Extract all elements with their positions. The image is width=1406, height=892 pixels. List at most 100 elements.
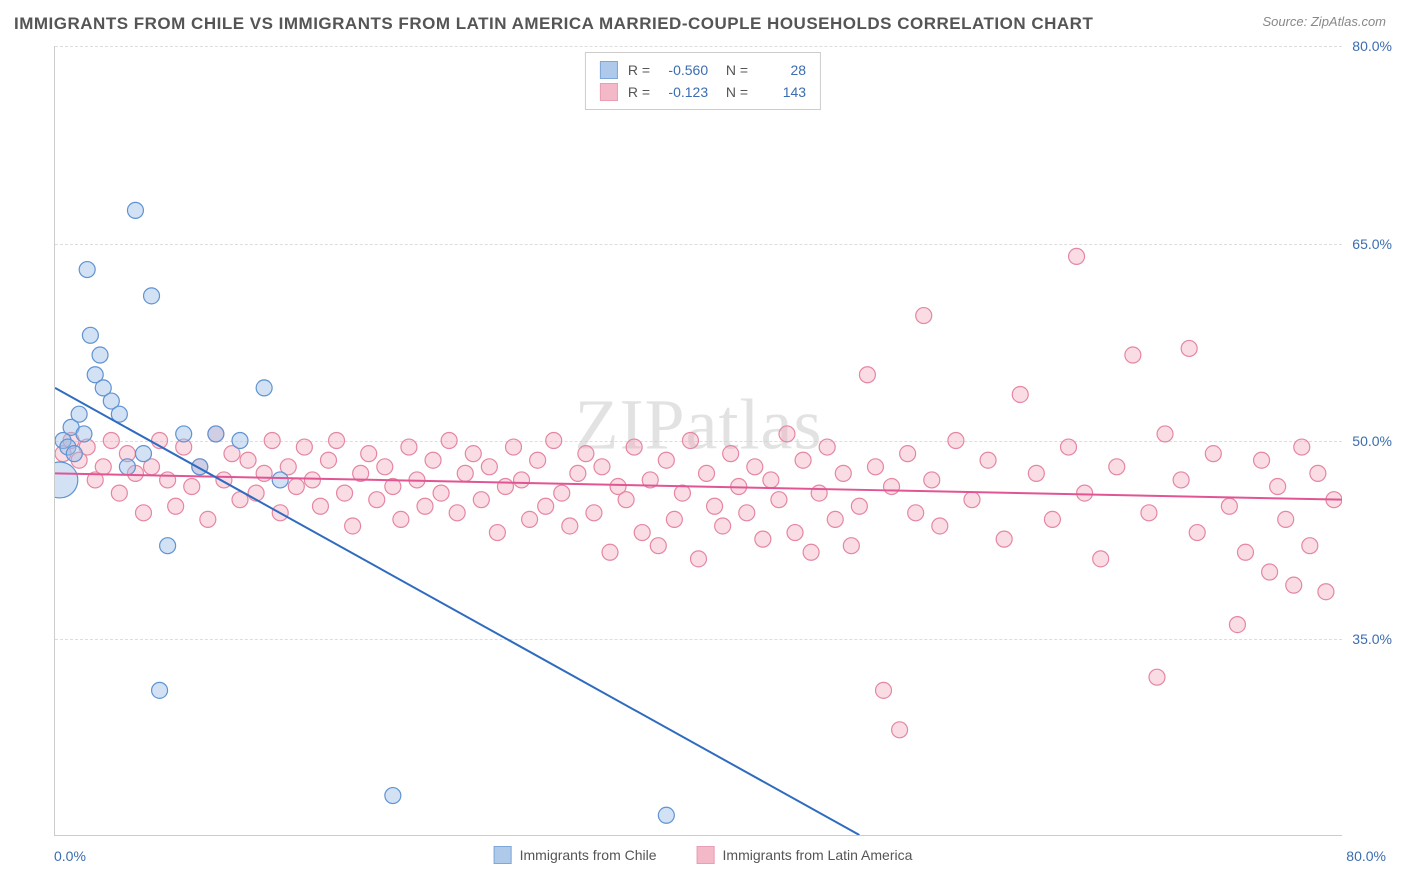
data-point (867, 459, 883, 475)
data-point (586, 505, 602, 521)
stats-row: R = -0.560 N = 28 (600, 59, 806, 81)
data-point (208, 426, 224, 442)
data-point (92, 347, 108, 363)
data-point (602, 544, 618, 560)
data-point (288, 479, 304, 495)
data-point (377, 459, 393, 475)
data-point (1077, 485, 1093, 501)
data-point (345, 518, 361, 534)
data-point (489, 525, 505, 541)
data-point (755, 531, 771, 547)
data-point (666, 511, 682, 527)
data-point (433, 485, 449, 501)
data-point (514, 472, 530, 488)
data-point (76, 426, 92, 442)
data-point (232, 433, 248, 449)
data-point (522, 511, 538, 527)
bottom-legend: Immigrants from Chile Immigrants from La… (494, 846, 913, 864)
data-point (900, 446, 916, 462)
data-point (827, 511, 843, 527)
data-point (892, 722, 908, 738)
data-point (1286, 577, 1302, 593)
data-point (160, 472, 176, 488)
data-point (1294, 439, 1310, 455)
data-point (160, 538, 176, 554)
data-point (634, 525, 650, 541)
data-point (361, 446, 377, 462)
data-point (682, 433, 698, 449)
data-point (256, 465, 272, 481)
r-value: -0.560 (660, 62, 708, 78)
y-tick-label: 80.0% (1352, 38, 1392, 54)
data-point (747, 459, 763, 475)
data-point (980, 452, 996, 468)
data-point (320, 452, 336, 468)
data-point (144, 288, 160, 304)
y-tick-label: 65.0% (1352, 236, 1392, 252)
source-label: Source: ZipAtlas.com (1262, 14, 1386, 29)
data-point (819, 439, 835, 455)
data-point (1181, 340, 1197, 356)
legend-label: Immigrants from Chile (520, 847, 657, 863)
x-tick-min: 0.0% (54, 848, 86, 864)
data-point (272, 472, 288, 488)
data-point (1254, 452, 1270, 468)
data-point (554, 485, 570, 501)
data-point (393, 511, 409, 527)
data-point (1028, 465, 1044, 481)
data-point (385, 788, 401, 804)
data-point (1012, 386, 1028, 402)
data-point (771, 492, 787, 508)
data-point (135, 505, 151, 521)
data-point (1221, 498, 1237, 514)
data-point (79, 262, 95, 278)
legend-swatch-latam (600, 83, 618, 101)
data-point (168, 498, 184, 514)
data-point (562, 518, 578, 534)
data-point (763, 472, 779, 488)
y-tick-label: 35.0% (1352, 631, 1392, 647)
data-point (916, 308, 932, 324)
data-point (337, 485, 353, 501)
data-point (779, 426, 795, 442)
data-point (795, 452, 811, 468)
data-point (699, 465, 715, 481)
data-point (658, 807, 674, 823)
data-point (1141, 505, 1157, 521)
data-point (505, 439, 521, 455)
data-point (1262, 564, 1278, 580)
data-point (119, 459, 135, 475)
data-point (851, 498, 867, 514)
data-point (932, 518, 948, 534)
data-point (1237, 544, 1253, 560)
data-point (1157, 426, 1173, 442)
legend-label: Immigrants from Latin America (723, 847, 913, 863)
data-point (1205, 446, 1221, 462)
data-point (1149, 669, 1165, 685)
data-point (82, 327, 98, 343)
data-point (1093, 551, 1109, 567)
data-point (859, 367, 875, 383)
r-label: R = (628, 62, 650, 78)
data-point (465, 446, 481, 462)
data-point (369, 492, 385, 508)
data-point (691, 551, 707, 567)
stats-row: R = -0.123 N = 143 (600, 81, 806, 103)
data-point (650, 538, 666, 554)
data-point (184, 479, 200, 495)
data-point (441, 433, 457, 449)
data-point (674, 485, 690, 501)
x-tick-max: 80.0% (1346, 848, 1386, 864)
data-point (948, 433, 964, 449)
plot-svg (55, 46, 1342, 835)
data-point (739, 505, 755, 521)
data-point (417, 498, 433, 514)
chart-container: IMMIGRANTS FROM CHILE VS IMMIGRANTS FROM… (0, 0, 1406, 892)
data-point (1229, 617, 1245, 633)
n-label: N = (718, 84, 748, 100)
data-point (538, 498, 554, 514)
data-point (95, 459, 111, 475)
data-point (1173, 472, 1189, 488)
data-point (578, 446, 594, 462)
data-point (135, 446, 151, 462)
